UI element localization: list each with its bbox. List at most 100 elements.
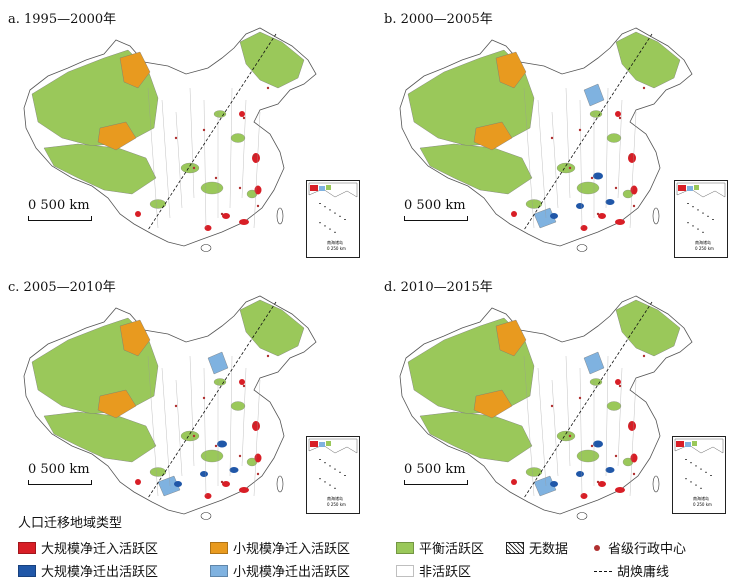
small-in-region: [495, 51, 527, 89]
large-in-patch: [204, 493, 212, 499]
small-in-region: [97, 389, 137, 419]
hu-huanyong-line: [523, 301, 653, 499]
inset-island: [697, 228, 699, 230]
province-boundary: [565, 355, 571, 467]
scale-bar-line: [404, 216, 468, 221]
province-boundary: [175, 379, 183, 477]
china-map-b: [399, 27, 693, 252]
provincial-capital-dot: [202, 128, 206, 132]
legend-item-hu-line: 胡焕庸线: [594, 561, 670, 580]
inset-island: [692, 206, 694, 208]
small-in-region: [97, 121, 137, 151]
provincial-capital-dot: [256, 204, 260, 208]
balanced-patch: [180, 430, 200, 442]
small-in-region: [119, 51, 151, 89]
large-in-patch: [615, 219, 625, 225]
small-out-region: [207, 351, 229, 375]
legend-item-capital: 省级行政中心: [594, 538, 686, 557]
provincial-capital-dot: [238, 454, 242, 458]
provincial-capital-dot: [628, 422, 632, 426]
inset-balanced: [326, 441, 331, 446]
province-boundary: [629, 111, 637, 229]
balanced-patch: [230, 401, 246, 411]
legend-swatch: [18, 565, 36, 577]
panel-d-title: d. 2010—2015年: [384, 280, 493, 295]
taiwan-island: [652, 475, 660, 493]
balanced-patch: [149, 467, 167, 477]
large-in-patch: [254, 185, 262, 195]
provincial-capital-dot: [242, 116, 246, 120]
inset-small-out: [319, 186, 325, 191]
hainan-island: [576, 244, 588, 252]
large-in-patch: [222, 481, 230, 487]
province-boundary: [551, 379, 559, 477]
inset-island: [695, 465, 697, 467]
small-in-region: [119, 319, 151, 357]
provincial-capital-dot: [220, 212, 224, 216]
province-boundary: [523, 87, 535, 229]
inset-island: [692, 225, 694, 227]
balanced-region: [419, 143, 533, 195]
inset-island: [685, 459, 687, 460]
large-in-patch: [615, 487, 625, 493]
inset-label: 南海诸岛: [327, 239, 343, 245]
provincial-capital-dot: [202, 396, 206, 400]
province-boundary: [551, 111, 559, 209]
scale-bar-d: 0 500 km: [404, 462, 468, 485]
provincial-capital-dot: [256, 472, 260, 476]
balanced-region: [239, 299, 305, 357]
provincial-capital-dot: [578, 396, 582, 400]
province-boundary: [523, 355, 535, 497]
inset-island: [334, 231, 336, 233]
province-boundary: [229, 355, 233, 477]
small-out-region: [157, 475, 181, 497]
legend-label: 大规模净迁出活跃区: [41, 565, 159, 580]
inset-island: [344, 219, 346, 220]
provincial-capital-dot: [642, 354, 646, 358]
inset-island: [319, 478, 321, 480]
inset-balanced: [692, 441, 697, 446]
hu-huanyong-line: [147, 33, 277, 231]
balanced-region: [43, 143, 157, 195]
large-in-patch: [135, 479, 141, 485]
small-in-region: [473, 389, 513, 419]
large-in-patch: [254, 453, 262, 463]
legend-label: 胡焕庸线: [617, 565, 670, 580]
scale-bar-line: [28, 480, 92, 485]
hainan-island: [576, 512, 588, 520]
taiwan-island: [276, 475, 284, 493]
inset-island: [319, 459, 321, 460]
inset-scale-label: 0 250 km: [693, 502, 712, 507]
inset-island: [324, 481, 326, 483]
balanced-region: [43, 411, 157, 463]
legend-label: 大规模净迁入活跃区: [41, 542, 159, 557]
provincial-capital-dot: [238, 186, 242, 190]
inset-scale-label: 0 250 km: [695, 246, 714, 251]
inset-island: [687, 222, 689, 224]
provincial-capital-dot: [242, 384, 246, 388]
inset-island: [705, 471, 707, 473]
provincial-capital-dot: [590, 176, 594, 180]
provincial-capital-dot: [628, 154, 632, 158]
provincial-capital-dot: [618, 384, 622, 388]
map-legend: 人口迁移地域类型 大规模净迁入活跃区 小规模净迁入活跃区 平衡活跃区 无数据 省…: [18, 512, 738, 582]
province-boundary: [565, 87, 571, 199]
small-out-region: [583, 351, 605, 375]
balanced-patch: [200, 449, 224, 463]
balanced-patch: [606, 401, 622, 411]
large-in-patch: [598, 481, 606, 487]
scale-bar-line: [404, 480, 468, 485]
large-out-patch: [174, 481, 182, 487]
large-out-patch: [605, 199, 615, 205]
legend-swatch: [18, 542, 36, 554]
legend-swatch: [396, 542, 414, 554]
inset-island: [334, 487, 336, 489]
inset-small-out: [687, 186, 693, 191]
province-boundary: [579, 99, 583, 229]
large-out-patch: [593, 172, 603, 180]
scale-bar-a: 0 500 km: [28, 198, 92, 221]
balanced-patch: [180, 162, 200, 174]
large-in-patch: [239, 219, 249, 225]
inset-island: [339, 215, 341, 217]
large-out-patch: [229, 467, 239, 473]
